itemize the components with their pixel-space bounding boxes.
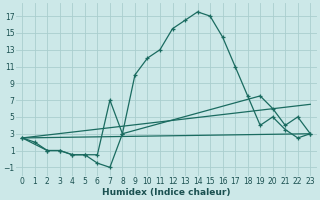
X-axis label: Humidex (Indice chaleur): Humidex (Indice chaleur) — [102, 188, 230, 197]
